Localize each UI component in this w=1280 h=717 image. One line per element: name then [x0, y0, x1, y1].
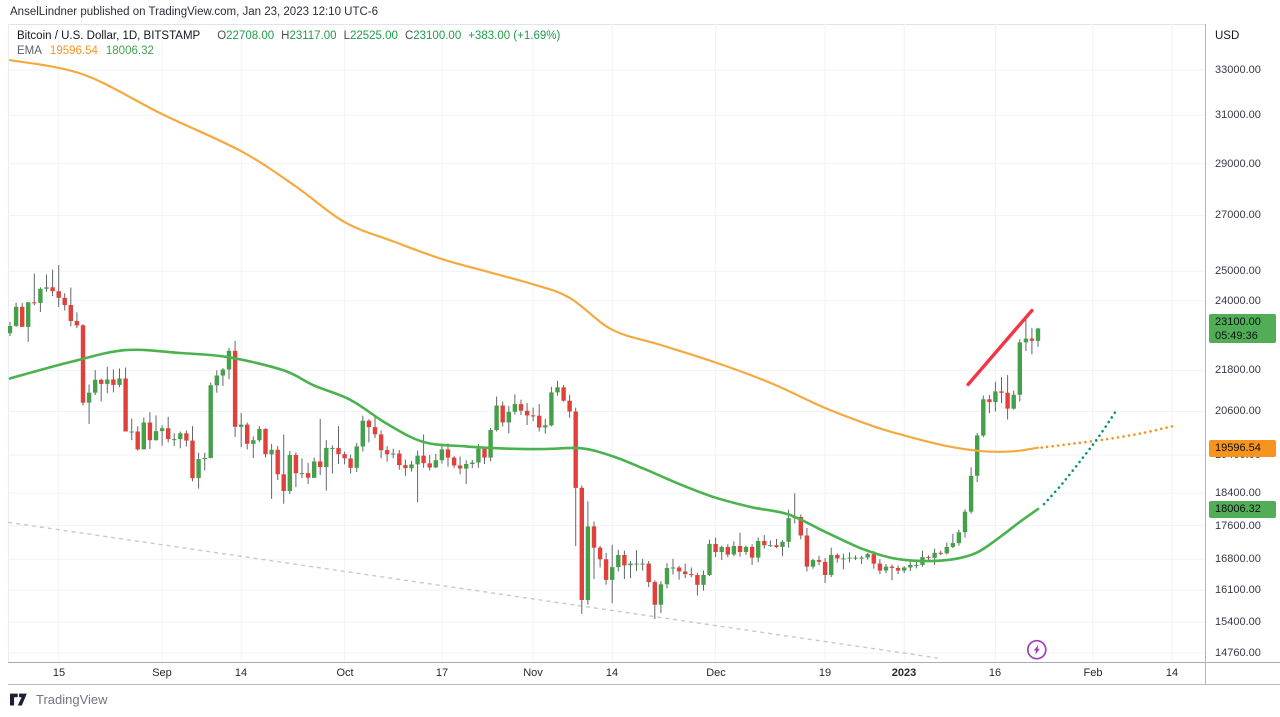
price-tick-label: 18400.00	[1215, 487, 1261, 499]
change-value: +383.00 (+1.69%)	[468, 30, 561, 42]
time-tick-label: 15	[52, 667, 66, 679]
ema-fast-value: 18006.32	[105, 45, 154, 57]
time-tick-label: 16	[988, 667, 1002, 679]
open-value: 22708.00	[226, 30, 275, 42]
candle-bodies	[8, 287, 1041, 605]
time-tick-label: Dec	[706, 667, 726, 679]
time-tick-label: Sep	[152, 667, 172, 679]
time-tick-label: 19	[818, 667, 832, 679]
time-tick-label: 17	[435, 667, 449, 679]
high-label: H	[281, 30, 290, 42]
close-label: C	[404, 30, 414, 42]
publish-text: AnselLindner published on TradingView.co…	[10, 6, 379, 18]
high-value: 23117.00	[289, 30, 337, 42]
time-tick-label: 14	[1165, 667, 1179, 679]
price-axis[interactable]: USD 33000.00 31000.00 29000.00 27000.00 2500…	[1205, 24, 1280, 685]
time-tick-label: Nov	[523, 667, 543, 679]
last-price-badge: 23100.00 05:49:36	[1209, 314, 1276, 343]
time-tick-label: 14	[605, 667, 619, 679]
candle-wicks	[9, 265, 1039, 620]
time-tick-label: 14	[234, 667, 248, 679]
bar-countdown: 05:49:36	[1215, 329, 1258, 342]
time-tick-label: Oct	[336, 667, 354, 679]
chart-frame-top-border	[8, 24, 1280, 25]
price-tick-label: 17600.00	[1215, 520, 1261, 532]
ema-slow-orange-[interactable]	[8, 59, 1040, 453]
ema-fast-green-[interactable]	[8, 348, 1040, 563]
chart-frame-left-border	[8, 24, 9, 662]
axis-corner	[1205, 662, 1280, 685]
legend-symbol-row: Bitcoin / U.S. Dollar, 1D, BITSTAMP O2270…	[17, 29, 560, 44]
price-tick-label: 29000.00	[1215, 158, 1261, 170]
lightning-marker-icon[interactable]	[1026, 639, 1047, 660]
open-label: O	[217, 30, 227, 42]
close-value: 23100.00	[413, 30, 462, 42]
price-tick-label: 20600.00	[1215, 405, 1261, 417]
price-tick-label: 16800.00	[1215, 553, 1261, 565]
price-tick-label: 31000.00	[1215, 109, 1261, 121]
gridlines	[8, 24, 1205, 662]
time-axis[interactable]: 15 Sep 14 Oct 17 Nov 14 Dec 19 2023 16 Feb 14	[8, 662, 1205, 685]
price-tick-label: 21800.00	[1215, 364, 1261, 376]
price-tick-label: 16100.00	[1215, 584, 1261, 596]
footer-brand: TradingView	[10, 692, 108, 707]
candlestick-chart-canvas[interactable]	[8, 24, 1205, 662]
tradingview-logo-icon[interactable]	[10, 693, 30, 707]
price-tick-label: 14760.00	[1215, 647, 1261, 659]
chart-legend: Bitcoin / U.S. Dollar, 1D, BITSTAMP O2270…	[17, 29, 560, 59]
price-tick-label: 33000.00	[1215, 64, 1261, 76]
last-price-value: 23100.00	[1215, 315, 1261, 328]
tradingview-brand-link[interactable]: TradingView	[36, 692, 108, 707]
ema-fast-projection-teal-dotted-[interactable]	[1042, 408, 1119, 506]
ema-slow-value: 19596.54	[49, 45, 98, 57]
ema-fast-badge: 18006.32	[1209, 501, 1276, 518]
ema-slow-projection-dotted-[interactable]	[1040, 425, 1174, 449]
price-tick-label: 25000.00	[1215, 265, 1261, 277]
price-tick-label: 15400.00	[1215, 616, 1261, 628]
low-value: 22525.00	[349, 30, 398, 42]
price-tick-label: 27000.00	[1215, 209, 1261, 221]
indicator-name[interactable]: EMA	[17, 45, 42, 57]
chart-plot-area[interactable]	[8, 24, 1205, 662]
time-tick-label: 2023	[891, 667, 917, 679]
price-tick-label: 24000.00	[1215, 295, 1261, 307]
low-label: L	[343, 30, 350, 42]
publish-bar: AnselLindner published on TradingView.co…	[0, 0, 1280, 24]
legend-indicator-row: EMA 19596.54 18006.32	[17, 44, 560, 59]
ema-slow-badge: 19596.54	[1209, 440, 1276, 457]
symbol-title[interactable]: Bitcoin / U.S. Dollar, 1D, BITSTAMP	[17, 30, 201, 42]
currency-label: USD	[1215, 30, 1240, 42]
red-trendline[interactable]	[966, 308, 1034, 387]
time-tick-label: Feb	[1083, 667, 1103, 679]
